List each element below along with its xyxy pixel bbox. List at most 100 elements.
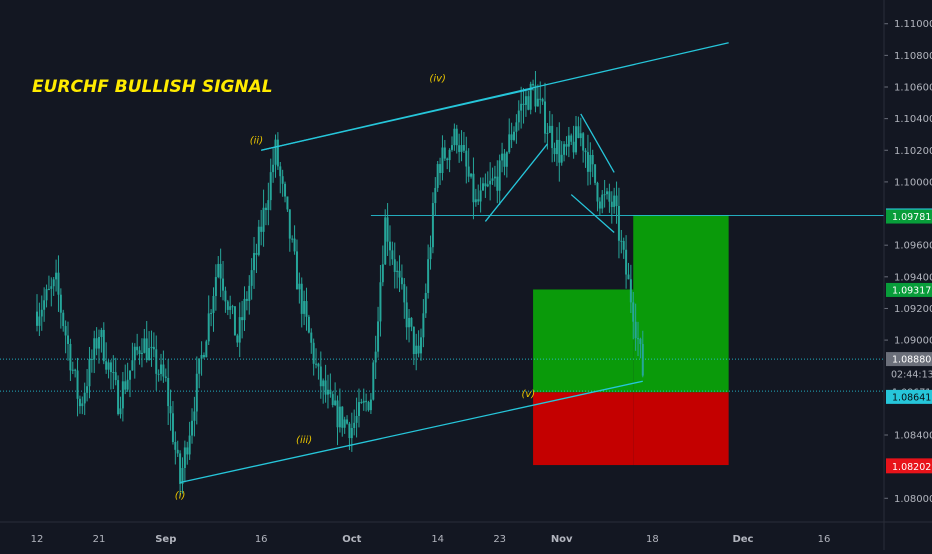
candle-body xyxy=(489,180,492,185)
candle xyxy=(181,457,184,494)
candle-body xyxy=(210,312,213,314)
candle xyxy=(307,314,310,334)
candle-body xyxy=(117,380,120,415)
candle xyxy=(207,295,210,346)
candle-body xyxy=(369,399,372,411)
candle xyxy=(603,179,606,208)
candle xyxy=(243,286,246,332)
candle-body xyxy=(594,164,597,183)
price-tag-label: 1.09781 xyxy=(892,212,931,223)
candle-body xyxy=(160,364,163,374)
candle-body xyxy=(162,364,165,377)
candle-body xyxy=(145,338,148,361)
candle xyxy=(393,242,396,289)
candle-body xyxy=(298,283,301,290)
candle-body xyxy=(601,194,604,209)
candle-body xyxy=(233,306,236,336)
candle xyxy=(508,118,511,154)
candle-body xyxy=(415,345,418,355)
candle-body xyxy=(78,398,81,407)
candle-body xyxy=(331,394,334,406)
price-tag[interactable]: 1.08880 xyxy=(886,352,932,367)
price-tag-bg xyxy=(886,282,932,297)
candle xyxy=(64,320,67,354)
candle-body xyxy=(100,329,103,338)
candle-body xyxy=(388,241,391,251)
price-tag[interactable]: 1.09781 xyxy=(886,209,932,224)
candle-body xyxy=(555,139,558,155)
candle-body xyxy=(343,419,346,428)
candle-body xyxy=(38,316,41,326)
price-axis[interactable]: 1.11000 1.10800 1.10600 1.10400 1.10200 1.100… xyxy=(884,0,932,550)
candle-body xyxy=(293,238,296,252)
candle xyxy=(553,142,556,162)
candle-body xyxy=(481,183,484,191)
candle xyxy=(415,333,418,371)
candle xyxy=(295,239,298,290)
candle-body xyxy=(453,128,456,146)
candle-body xyxy=(241,317,244,321)
candle-body xyxy=(272,164,275,173)
candle-body xyxy=(613,195,616,207)
candle-body xyxy=(353,422,356,429)
candle-body xyxy=(563,144,566,155)
candle xyxy=(174,431,177,465)
candle-body xyxy=(107,362,110,370)
candle xyxy=(567,126,570,158)
price-tag[interactable]: 1.08202 xyxy=(886,459,932,474)
candle-body xyxy=(510,134,513,140)
candle xyxy=(317,362,320,380)
candle-body xyxy=(527,96,530,110)
candle-body xyxy=(603,194,606,196)
candle xyxy=(403,278,406,319)
candle-body xyxy=(513,131,515,140)
candle-body xyxy=(219,263,222,279)
candle-body xyxy=(422,313,425,338)
candle xyxy=(241,300,244,339)
candle xyxy=(446,157,449,170)
candle xyxy=(257,219,260,257)
candle-body xyxy=(436,164,439,188)
price-tag[interactable]: 1.09317 xyxy=(886,282,932,297)
candle-body xyxy=(288,209,291,239)
candle xyxy=(109,359,112,390)
candle xyxy=(357,388,360,428)
candle xyxy=(544,82,547,143)
candle-body xyxy=(441,147,444,174)
candle xyxy=(276,132,279,170)
candle-body xyxy=(412,326,415,355)
candle xyxy=(391,241,394,265)
candle-body xyxy=(276,139,279,167)
candle xyxy=(81,396,84,415)
candle xyxy=(324,364,327,403)
candle xyxy=(541,97,544,105)
candle xyxy=(627,262,630,280)
candle xyxy=(338,388,341,433)
candle-body xyxy=(71,369,74,371)
candle-body xyxy=(524,96,527,105)
candle-body xyxy=(448,149,451,161)
price-tag-bg xyxy=(886,459,932,474)
candle xyxy=(193,396,196,437)
x-tick-label: 18 xyxy=(646,534,659,545)
price-tag[interactable]: 1.08641 xyxy=(886,389,932,404)
candle xyxy=(386,203,389,256)
candle-body xyxy=(255,253,258,255)
candle-body xyxy=(450,145,453,150)
candle xyxy=(634,303,637,351)
candle xyxy=(148,331,151,361)
candle xyxy=(183,440,186,483)
candle-body xyxy=(224,290,227,302)
candle xyxy=(486,171,489,188)
candle-body xyxy=(274,139,277,165)
candle-body xyxy=(634,321,637,339)
candle-body xyxy=(114,372,117,381)
candle xyxy=(315,348,318,369)
candle-body xyxy=(317,363,320,367)
candle xyxy=(95,327,98,356)
candle xyxy=(610,191,613,224)
candle xyxy=(524,88,527,117)
